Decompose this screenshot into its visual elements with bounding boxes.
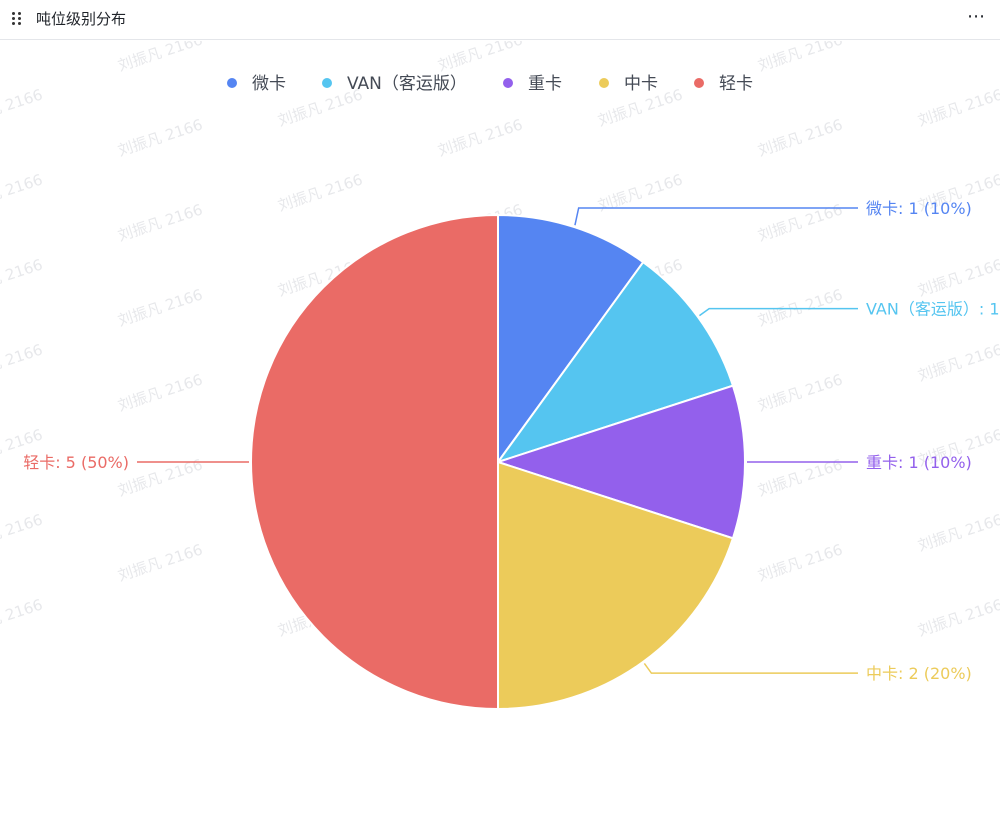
watermark-text: 刘振凡 2166	[436, 116, 525, 160]
watermark-text: 刘振凡 2166	[756, 41, 845, 75]
watermark-text: 刘振凡 2166	[756, 116, 845, 160]
watermark-text: 刘振凡 2166	[756, 286, 845, 330]
watermark-text: 刘振凡 2166	[0, 341, 45, 385]
watermark-text: 刘振凡 2166	[0, 171, 45, 215]
drag-handle-icon[interactable]	[12, 12, 22, 26]
pie-slice[interactable]	[497, 460, 735, 711]
slice-labels: 微卡: 1 (10%) VAN（客运版）: 1 (10%) 重卡: 1 (10%) 中…	[23, 199, 1000, 683]
watermark-text: 刘振凡 2166	[756, 371, 845, 415]
watermark-text: 刘振凡 2166	[916, 511, 1000, 555]
legend-marker[interactable]	[694, 78, 704, 88]
pie-slice[interactable]	[250, 213, 499, 711]
legend-marker[interactable]	[227, 78, 237, 88]
watermark-text: 刘振凡 2166	[916, 596, 1000, 640]
more-horizontal-icon[interactable]: ⋯	[967, 6, 986, 27]
watermark-text: 刘振凡 2166	[116, 41, 205, 75]
legend-marker[interactable]	[503, 78, 513, 88]
watermark-text: 刘振凡 2166	[916, 256, 1000, 300]
watermark-text: 刘振凡 2166	[116, 286, 205, 330]
slice-label: 中卡: 2 (20%)	[866, 664, 972, 683]
legend-label[interactable]: 中卡	[624, 74, 658, 94]
label-leader-lines	[137, 207, 858, 674]
watermark-text: 刘振凡 2166	[276, 171, 365, 215]
slice-label: VAN（客运版）: 1 (10%)	[866, 300, 1000, 319]
leader-line	[643, 663, 858, 674]
slice-label: 微卡: 1 (10%)	[866, 199, 972, 218]
legend-marker[interactable]	[599, 78, 609, 88]
legend-marker[interactable]	[322, 78, 332, 88]
legend-label[interactable]: 微卡	[252, 74, 286, 94]
watermark-text: 刘振凡 2166	[756, 541, 845, 585]
watermark-text: 刘振凡 2166	[916, 341, 1000, 385]
legend-label[interactable]: 重卡	[528, 74, 562, 94]
slice-label: 重卡: 1 (10%)	[866, 453, 972, 472]
leader-line	[699, 307, 858, 317]
panel-header: 吨位级别分布 ⋯	[0, 0, 1000, 40]
chart-legend: 微卡 VAN（客运版） 重卡 中卡 轻卡	[227, 74, 753, 94]
pie-slice[interactable]	[495, 260, 735, 464]
panel-title: 吨位级别分布	[36, 10, 127, 28]
legend-label[interactable]: VAN（客运版）	[347, 74, 467, 94]
watermark-text: 刘振凡 2166	[756, 201, 845, 245]
watermark-text: 刘振凡 2166	[116, 371, 205, 415]
watermark-text: 刘振凡 2166	[0, 511, 45, 555]
legend-label[interactable]: 轻卡	[719, 74, 753, 94]
watermark-text: 刘振凡 2166	[436, 41, 525, 75]
pie-slice[interactable]	[497, 213, 645, 466]
pie-chart-area: 刘振凡 2166 刘振凡 2166 刘振凡 2166 刘振凡 2166 刘振凡 2166…	[0, 41, 1000, 834]
watermark-text: 刘振凡 2166	[0, 86, 45, 130]
watermark-text: 刘振凡 2166	[0, 256, 45, 300]
watermark-text: 刘振凡 2166	[0, 596, 45, 640]
pie-slices	[250, 213, 746, 711]
pie-slice[interactable]	[494, 384, 746, 540]
watermark-text: 刘振凡 2166	[116, 541, 205, 585]
watermark-text: 刘振凡 2166	[916, 86, 1000, 130]
watermark-text: 刘振凡 2166	[116, 201, 205, 245]
leader-line	[574, 207, 858, 226]
pie-chart: 刘振凡 2166 刘振凡 2166 刘振凡 2166 刘振凡 2166 刘振凡 2166…	[0, 41, 1000, 711]
slice-label: 轻卡: 5 (50%)	[23, 453, 129, 472]
watermark-text: 刘振凡 2166	[116, 116, 205, 160]
